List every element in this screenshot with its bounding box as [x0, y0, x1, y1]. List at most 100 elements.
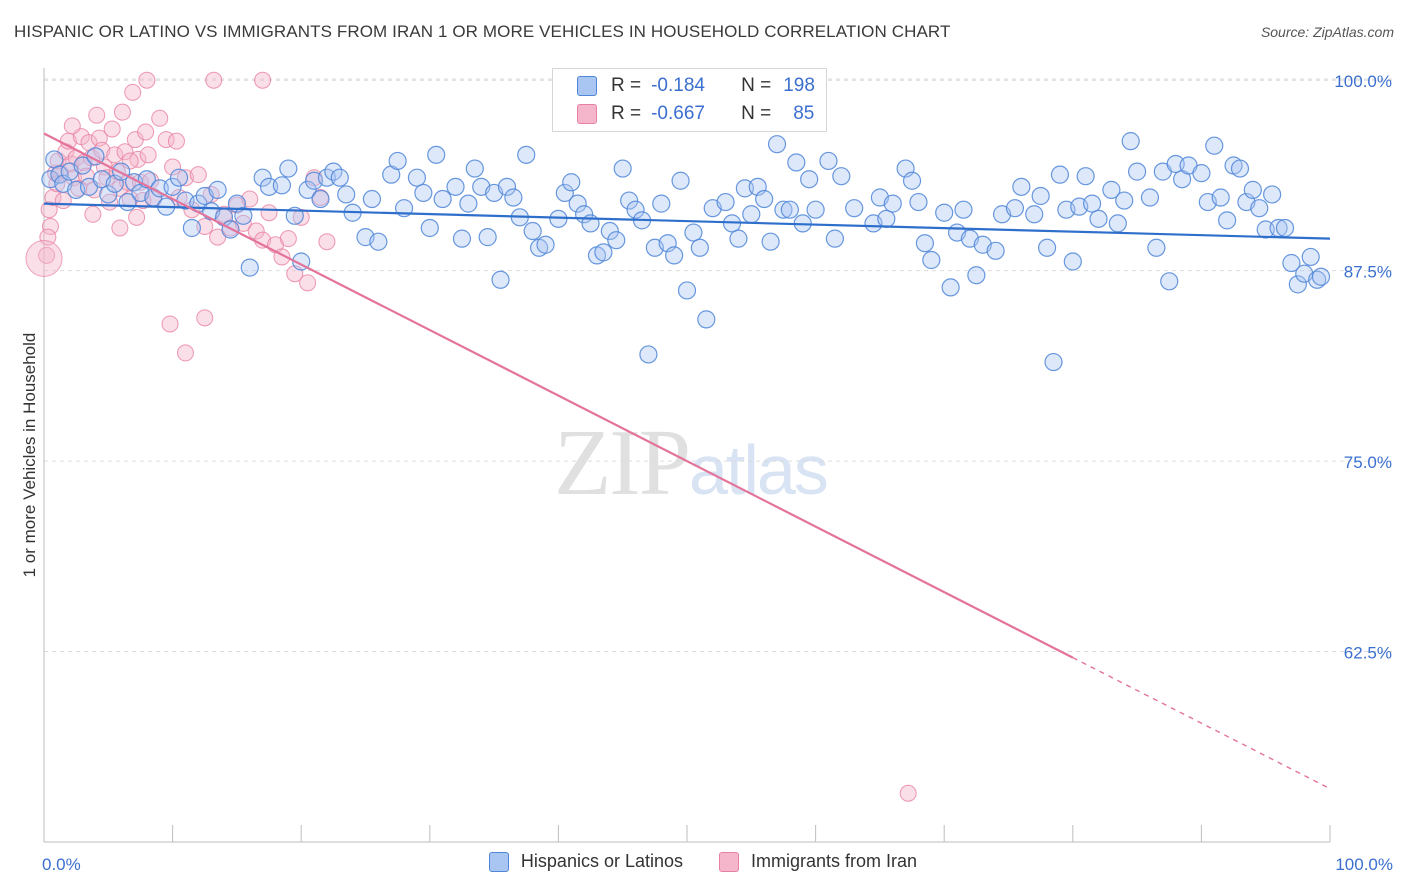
data-point-hispanic: [626, 200, 645, 219]
data-point-iran: [137, 123, 155, 141]
data-point-hispanic: [452, 229, 472, 248]
data-point-iran: [111, 219, 129, 237]
data-point-hispanic: [517, 145, 536, 164]
data-point-hispanic: [806, 200, 825, 219]
data-point-hispanic: [362, 189, 382, 209]
data-point-hispanic: [620, 191, 639, 210]
data-point-hispanic: [677, 281, 697, 300]
data-point-hispanic: [1243, 180, 1262, 199]
data-point-iran: [63, 117, 81, 135]
data-point-iran: [84, 205, 102, 223]
data-point-iran: [151, 109, 169, 127]
trend-lines: [43, 132, 1331, 790]
data-point-hispanic: [1230, 159, 1250, 178]
legend-swatch-pink: [577, 104, 597, 124]
data-point-iran: [103, 120, 121, 138]
data-point-hispanic: [491, 270, 510, 289]
data-point-hispanic: [1127, 162, 1147, 181]
data-point-iran: [254, 71, 272, 89]
data-point-hispanic: [50, 165, 69, 184]
legend-n-value: 198: [783, 75, 815, 96]
data-point-hispanic: [1050, 165, 1070, 184]
data-point-hispanic: [497, 177, 517, 196]
data-point-hispanic: [761, 232, 780, 251]
data-point-iran: [318, 233, 336, 251]
source-label[interactable]: Source: ZipAtlas.com: [1260, 24, 1394, 40]
legend-item-iran[interactable]: Immigrants from Iran: [719, 851, 917, 872]
data-point-hispanic: [800, 170, 819, 189]
data-point-hispanic: [1089, 209, 1108, 228]
data-point-hispanic: [742, 205, 761, 224]
data-point-hispanic: [832, 167, 851, 186]
data-point-hispanic: [1311, 267, 1331, 286]
data-point-hispanic: [909, 192, 928, 212]
data-point-hispanic: [1012, 177, 1031, 196]
data-point-hispanic: [845, 199, 864, 218]
data-point-hispanic: [1076, 167, 1095, 186]
data-point-hispanic: [1121, 132, 1140, 151]
data-point-hispanic: [208, 180, 227, 199]
data-point-hispanic: [45, 150, 64, 169]
y-tick-label: 100.0%: [1334, 72, 1392, 91]
data-point-hispanic: [767, 135, 787, 154]
data-point-hispanic: [883, 194, 902, 213]
data-point-hispanic: [954, 200, 973, 219]
data-point-hispanic: [1031, 186, 1050, 206]
legend-r-value: -0.184: [651, 75, 705, 96]
data-point-hispanic: [234, 206, 253, 225]
data-point-iran-large: [25, 239, 63, 277]
data-point-hispanic: [369, 232, 388, 251]
legend-item-hispanics[interactable]: Hispanics or Latinos: [488, 851, 684, 872]
data-point-iran: [113, 103, 131, 121]
data-point-hispanic: [420, 218, 439, 238]
data-point-hispanic: [568, 194, 587, 213]
data-point-hispanic: [902, 171, 922, 190]
data-point-iran: [247, 222, 265, 240]
data-point-iran: [167, 132, 185, 150]
data-point-hispanic: [1218, 211, 1237, 230]
data-point-hispanic: [780, 200, 799, 219]
data-point-hispanic: [388, 151, 407, 171]
data-point-hispanic: [1108, 214, 1127, 233]
data-point-hispanic: [182, 218, 201, 238]
legend-r-value: -0.667: [651, 103, 705, 124]
data-point-iran: [44, 189, 62, 207]
data-point-hispanic: [684, 223, 703, 242]
data-point-hispanic: [99, 185, 118, 204]
data-point-hispanic: [935, 203, 954, 222]
data-point-iran: [139, 146, 157, 164]
data-point-hispanic: [272, 176, 292, 195]
data-point-iran: [279, 230, 297, 248]
data-point-hispanic: [819, 151, 838, 171]
data-point-hispanic: [433, 189, 452, 209]
data-point-hispanic: [163, 177, 182, 196]
data-point-hispanic: [414, 183, 433, 203]
y-tick-label: 62.5%: [1344, 644, 1392, 663]
legend-r-label: R =: [611, 75, 642, 96]
legend-n-label: N =: [741, 103, 772, 124]
data-point-hispanic: [465, 159, 484, 178]
data-point-hispanic: [690, 238, 709, 257]
data-point-hispanic: [729, 229, 748, 248]
data-point-iran: [176, 169, 194, 187]
data-point-hispanic: [298, 180, 317, 199]
data-point-hispanic: [607, 231, 626, 250]
legend-label: Immigrants from Iran: [751, 851, 918, 871]
legend-row-iran: R = -0.667 N = 85: [577, 101, 814, 127]
y-tick-label: 75.0%: [1344, 453, 1392, 472]
data-point-hispanic: [523, 221, 542, 241]
legend-label: Hispanics or Latinos: [520, 851, 684, 871]
x-tick-label: 100.0%: [1335, 855, 1393, 874]
data-point-hispanic: [1115, 191, 1134, 210]
data-point-hispanic: [1211, 188, 1230, 207]
data-point-hispanic: [665, 246, 684, 265]
data-point-iran: [88, 106, 106, 124]
data-point-hispanic: [774, 200, 793, 219]
data-point-hispanic: [594, 243, 613, 262]
data-point-iran: [39, 228, 57, 246]
data-point-hispanic: [1205, 136, 1224, 155]
data-point-iran: [106, 146, 124, 164]
data-point-hispanic: [613, 159, 632, 178]
data-point-hispanic: [1063, 252, 1082, 271]
data-point-hispanic: [459, 194, 478, 213]
